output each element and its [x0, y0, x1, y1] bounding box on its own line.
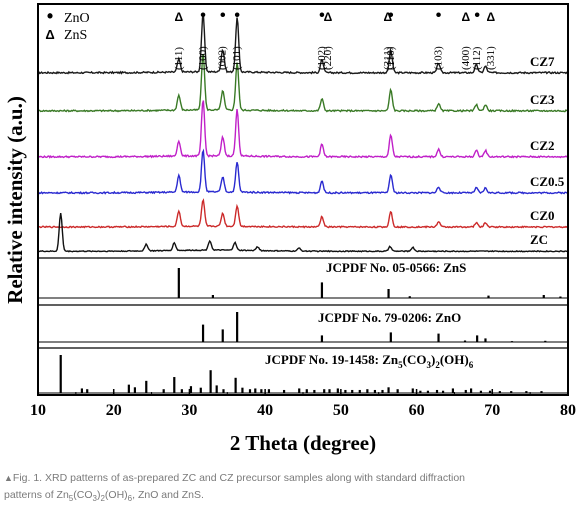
zno-marker: •	[200, 7, 206, 24]
series-curve-zc	[37, 213, 568, 253]
zns-marker: Δ	[383, 10, 392, 24]
peak-hkl-label: (110)	[385, 46, 397, 70]
panel-separators	[38, 257, 568, 349]
xrd-chart: CZ7 CZ3 CZ2 CZ0.5 CZ0 ZC JCPDF No. 05-0566: Z…	[3, 3, 576, 455]
series-label: CZ7	[530, 54, 555, 69]
x-tick-label: 70	[484, 402, 500, 419]
zns-marker: Δ	[324, 10, 333, 24]
peak-hkl-label: (400)	[460, 46, 472, 70]
legend-symbol: Δ	[45, 27, 54, 42]
x-tick-label: 50	[333, 402, 349, 419]
peak-hkl-label: (101)	[231, 46, 243, 70]
series-label: CZ3	[530, 92, 555, 107]
legend-label: ZnO	[64, 11, 90, 26]
legend-symbol: •	[47, 6, 53, 26]
zno-marker: •	[319, 7, 325, 24]
peak-hkl-label: (331)	[485, 46, 497, 70]
caption-line1: Fig. 1. XRD patterns of as-prepared ZC a…	[12, 472, 466, 484]
legend: • ZnO Δ ZnS	[45, 6, 89, 43]
series-label: CZ0	[530, 208, 555, 223]
caption-marker: ▲	[4, 473, 13, 483]
peak-annotations: (111) Δ (100) • (002) • (101) • (102) • (220) Δ (311…	[173, 7, 497, 70]
reference-sticks	[38, 268, 568, 394]
reference-label: JCPDF No. 79-0206: ZnO	[318, 310, 461, 325]
y-axis-title: Relative intensity (a.u.)	[3, 96, 27, 304]
peak-hkl-label: (002)	[217, 46, 229, 70]
x-tick-label: 30	[181, 402, 197, 419]
series-label: ZC	[530, 232, 548, 247]
series-curve-cz3	[37, 53, 568, 113]
figure-caption: ▲Fig. 1. XRD patterns of as-prepared ZC …	[4, 472, 466, 504]
series-curve-cz7	[37, 14, 569, 75]
series-curve-cz2	[37, 100, 569, 159]
reference-label: JCPDF No. 05-0566: ZnS	[326, 260, 466, 275]
peak-hkl-label: (103)	[433, 46, 445, 70]
zns-marker: Δ	[486, 10, 495, 24]
peak-hkl-label: (102)	[316, 46, 328, 70]
series-curve-cz05	[37, 148, 568, 195]
legend-label: ZnS	[64, 28, 87, 43]
series-label: CZ2	[530, 138, 555, 153]
zns-marker: Δ	[175, 10, 184, 24]
reference-label: JCPDF No. 19-1458: Zn5(CO3)2(OH)6	[265, 352, 474, 370]
peak-hkl-label: (220)	[322, 46, 334, 70]
peak-hkl-label: (111)	[173, 47, 185, 70]
x-axis-ticks: 10 20 30 40 50 60 70 80	[30, 389, 576, 419]
peak-hkl-label: (311)	[382, 46, 394, 70]
peak-hkl-label: (100)	[197, 46, 209, 70]
x-tick-label: 80	[560, 402, 576, 419]
peak-hkl-label: (112)	[471, 46, 483, 70]
zno-marker: •	[436, 7, 442, 24]
zno-marker: •	[474, 7, 480, 24]
zno-marker: •	[234, 7, 240, 24]
zno-marker: •	[388, 7, 394, 24]
series-curve-cz0	[37, 198, 569, 229]
reference-labels: JCPDF No. 05-0566: ZnS JCPDF No. 79-0206:…	[265, 260, 474, 370]
series-label: CZ0.5	[530, 174, 565, 189]
pattern-curves	[37, 14, 569, 253]
x-tick-label: 10	[30, 402, 46, 419]
x-axis-title: 2 Theta (degree)	[230, 431, 376, 455]
x-tick-label: 60	[409, 402, 425, 419]
pattern-labels: CZ7 CZ3 CZ2 CZ0.5 CZ0 ZC	[530, 54, 565, 247]
x-tick-label: 20	[106, 402, 122, 419]
zno-marker: •	[220, 7, 226, 24]
zns-marker: Δ	[461, 10, 470, 24]
x-tick-label: 40	[257, 402, 273, 419]
